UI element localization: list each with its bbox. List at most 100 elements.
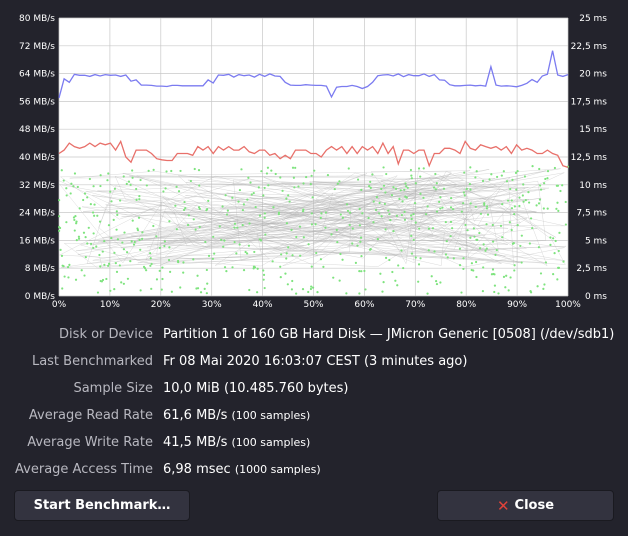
left-tick-label: 16 MB/s bbox=[19, 236, 55, 246]
access-time-point bbox=[198, 184, 201, 187]
access-time-point bbox=[310, 212, 313, 215]
access-time-point bbox=[189, 179, 192, 183]
info-row-last-benchmarked: Last Benchmarked Fr 08 Mai 2020 16:03:07… bbox=[0, 350, 628, 377]
access-time-point bbox=[263, 216, 266, 219]
access-time-point bbox=[417, 280, 420, 283]
access-time-point bbox=[465, 187, 468, 190]
access-time-point bbox=[83, 192, 87, 195]
access-time-point bbox=[553, 166, 557, 170]
access-time-point bbox=[508, 221, 511, 224]
access-time-samples: (1000 samples) bbox=[234, 463, 321, 476]
last-benchmarked-label: Last Benchmarked bbox=[31, 354, 153, 369]
access-time-point bbox=[280, 253, 283, 256]
start-benchmark-button[interactable]: Start Benchmark… bbox=[14, 490, 190, 521]
access-time-point bbox=[307, 243, 310, 246]
access-time-point bbox=[100, 280, 104, 283]
access-time-point bbox=[155, 278, 159, 281]
access-time-point bbox=[485, 207, 488, 210]
access-time-point bbox=[57, 225, 61, 229]
access-time-point bbox=[58, 229, 61, 233]
access-time-point bbox=[539, 188, 543, 191]
access-time-point bbox=[84, 256, 87, 259]
access-time-point bbox=[345, 292, 348, 295]
access-time-point bbox=[434, 188, 437, 191]
access-time-point bbox=[301, 288, 305, 291]
access-time-point bbox=[490, 273, 494, 276]
access-time-point bbox=[388, 212, 391, 216]
access-seek-line bbox=[312, 173, 452, 213]
access-seek-line bbox=[410, 235, 422, 240]
access-time-point bbox=[285, 197, 288, 200]
access-time-point bbox=[435, 182, 438, 185]
access-seek-line bbox=[508, 181, 514, 265]
access-time-point bbox=[119, 199, 122, 202]
access-time-point bbox=[363, 269, 366, 273]
access-seek-line bbox=[405, 170, 419, 264]
left-tick-label: 24 MB/s bbox=[19, 209, 55, 219]
access-time-point bbox=[112, 218, 115, 221]
access-seek-line bbox=[437, 174, 557, 238]
access-time-point bbox=[463, 194, 466, 197]
access-time-point bbox=[369, 186, 372, 189]
access-time-point bbox=[552, 273, 555, 276]
access-seek-line bbox=[187, 179, 293, 239]
access-seek-line bbox=[219, 207, 537, 212]
access-time-point bbox=[510, 199, 513, 202]
access-seek-line bbox=[109, 183, 199, 238]
access-time-point bbox=[98, 253, 101, 257]
access-time-point bbox=[322, 265, 325, 268]
access-time-point bbox=[231, 266, 234, 269]
access-time-point bbox=[368, 184, 371, 188]
access-time-point bbox=[384, 228, 387, 231]
access-time-point bbox=[284, 272, 287, 275]
access-time-point bbox=[86, 196, 89, 199]
access-time-point bbox=[478, 231, 481, 235]
access-time-point bbox=[406, 186, 409, 189]
access-time-point bbox=[187, 214, 190, 217]
access-time-point bbox=[205, 209, 208, 212]
access-time-point bbox=[316, 290, 319, 294]
close-button[interactable]: ✕ Close bbox=[437, 490, 614, 521]
write-rate-line bbox=[58, 139, 569, 169]
access-time-point bbox=[120, 281, 123, 284]
access-time-point bbox=[435, 280, 438, 283]
access-time-point bbox=[207, 199, 210, 202]
access-time-point bbox=[103, 239, 106, 243]
access-time-point bbox=[388, 258, 391, 262]
access-time-point bbox=[182, 271, 185, 274]
access-time-point bbox=[198, 207, 201, 210]
access-time-point bbox=[299, 254, 302, 257]
access-time-point bbox=[223, 266, 227, 269]
access-time-point bbox=[426, 292, 429, 295]
x-tick-label: 40% bbox=[253, 300, 273, 310]
access-time-point bbox=[160, 288, 163, 291]
access-time-point bbox=[62, 265, 65, 268]
access-time-point bbox=[266, 166, 270, 169]
access-time-point bbox=[89, 203, 92, 206]
access-time-point bbox=[513, 264, 516, 267]
access-seek-line bbox=[446, 170, 477, 187]
access-time-point bbox=[257, 186, 260, 189]
access-time-point bbox=[494, 253, 497, 257]
access-time-point bbox=[253, 250, 256, 254]
access-time-point bbox=[72, 216, 76, 219]
access-seek-line bbox=[371, 211, 537, 214]
access-time-point bbox=[99, 265, 102, 268]
access-time-point bbox=[68, 263, 71, 266]
access-seek-line bbox=[368, 189, 443, 211]
access-seek-line bbox=[86, 205, 107, 264]
access-time-point bbox=[505, 274, 508, 277]
access-time-point bbox=[182, 208, 186, 212]
access-time-point bbox=[435, 282, 439, 286]
access-time-point bbox=[449, 206, 453, 209]
access-time-point bbox=[516, 170, 519, 173]
read-rate-value-wrap: 61,6 MB/s (100 samples) bbox=[163, 408, 310, 423]
access-time-point bbox=[116, 238, 120, 241]
access-time-point bbox=[412, 238, 415, 242]
access-time-point bbox=[93, 203, 96, 206]
access-time-point bbox=[250, 193, 253, 196]
access-time-point bbox=[139, 248, 142, 251]
access-time-point bbox=[469, 202, 472, 205]
access-time-point bbox=[522, 183, 525, 186]
access-time-point bbox=[537, 202, 541, 205]
